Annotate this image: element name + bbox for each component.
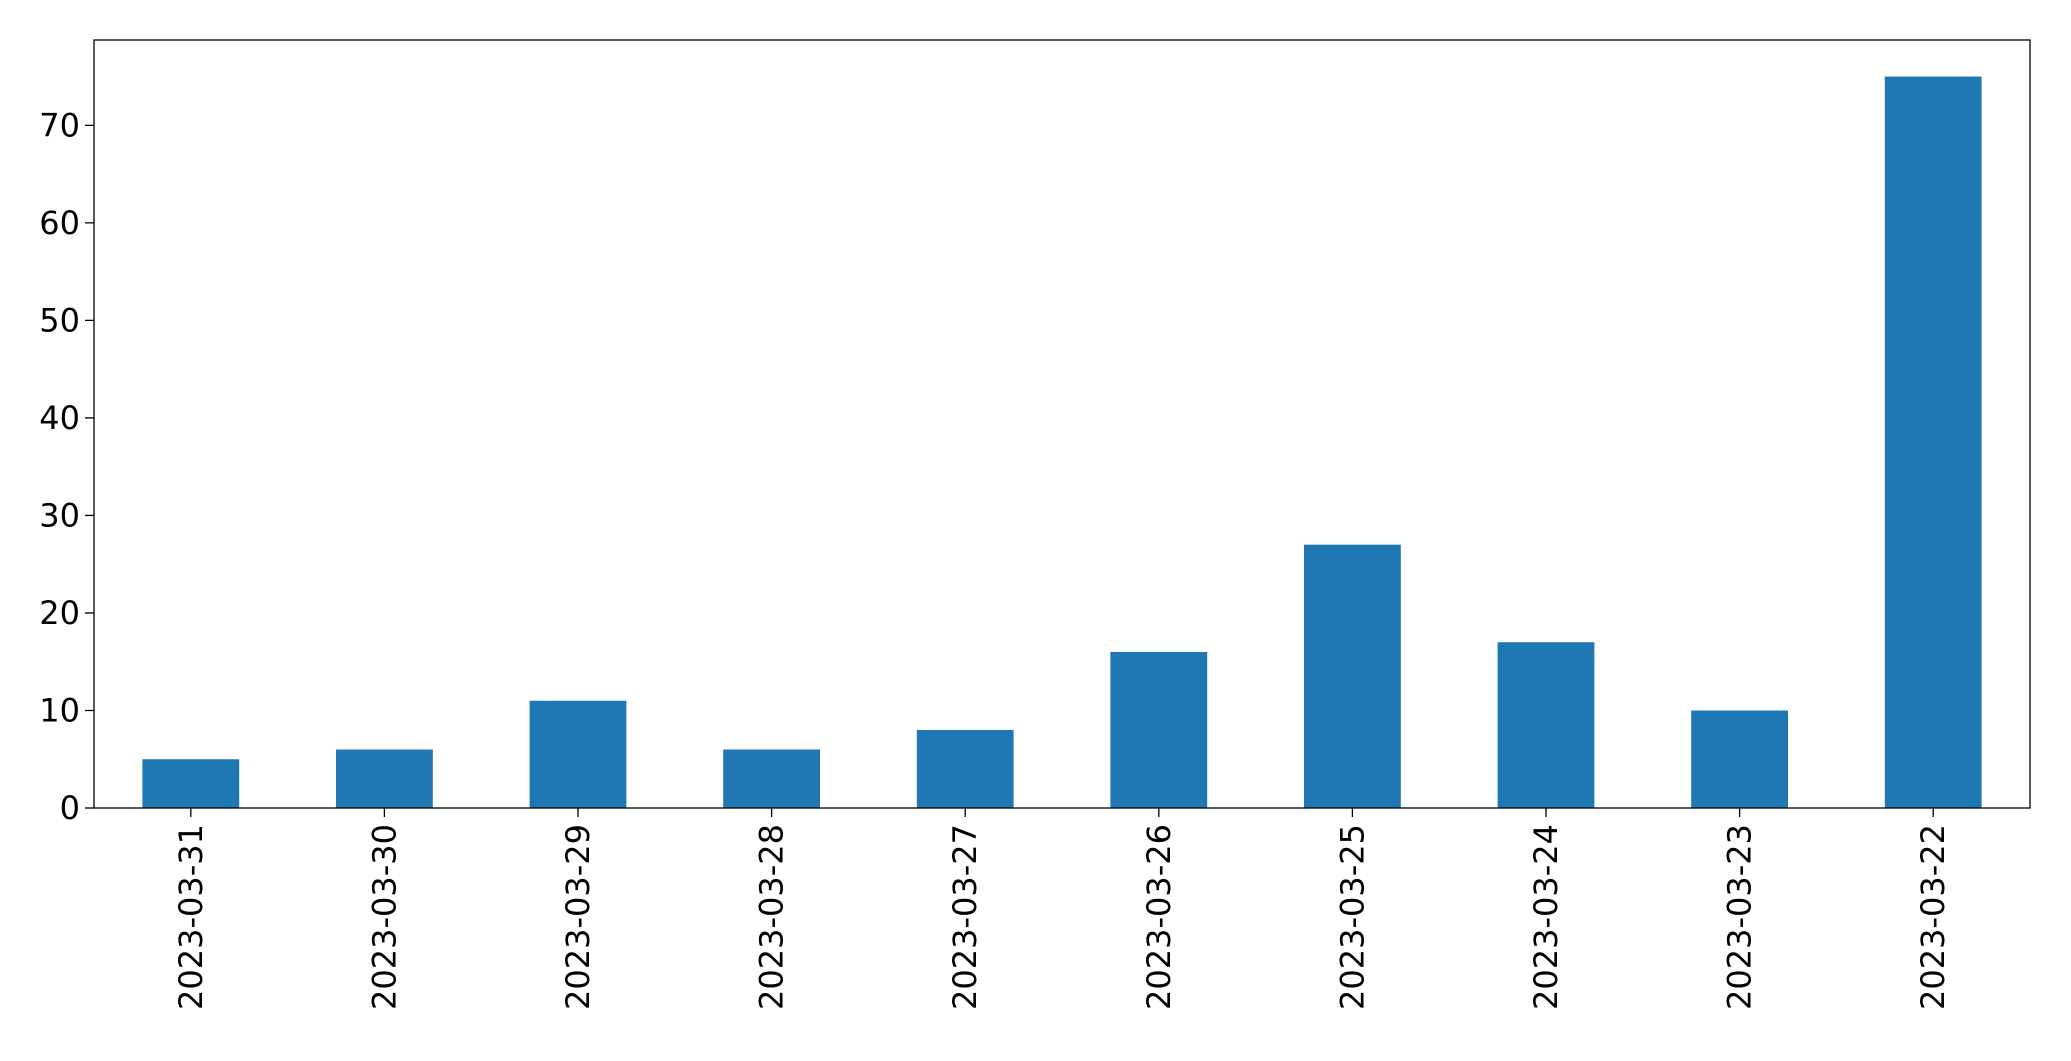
y-tick-label: 50 — [39, 301, 80, 339]
bar — [1110, 651, 1208, 808]
x-tick-label: 2023-03-23 — [1721, 824, 1759, 1010]
bar — [1691, 710, 1788, 808]
y-tick-label: 70 — [39, 106, 80, 144]
plot-frame — [93, 39, 2031, 809]
bar — [336, 749, 433, 808]
y-tick-label: 40 — [39, 399, 80, 437]
x-tick-label: 2023-03-31 — [172, 824, 210, 1010]
bar — [1304, 544, 1401, 808]
bar — [1884, 76, 1982, 809]
x-tick-label: 2023-03-25 — [1333, 824, 1371, 1010]
bar — [1497, 642, 1595, 808]
x-tick-label: 2023-03-30 — [365, 824, 403, 1010]
bar — [916, 729, 1014, 808]
bar — [529, 700, 627, 808]
y-tick-label: 0 — [60, 789, 80, 827]
y-tick-label: 60 — [39, 204, 80, 242]
bar — [142, 759, 240, 808]
x-tick-label: 2023-03-29 — [559, 824, 597, 1010]
bar — [723, 749, 820, 808]
y-tick-label: 10 — [39, 691, 80, 729]
x-tick-label: 2023-03-24 — [1527, 824, 1565, 1010]
x-tick-label: 2023-03-27 — [946, 824, 984, 1010]
y-tick-label: 30 — [39, 496, 80, 534]
y-tick-label: 20 — [39, 594, 80, 632]
x-tick-label: 2023-03-26 — [1140, 824, 1178, 1010]
x-tick-label: 2023-03-22 — [1914, 824, 1952, 1010]
x-tick-label: 2023-03-28 — [753, 824, 791, 1010]
